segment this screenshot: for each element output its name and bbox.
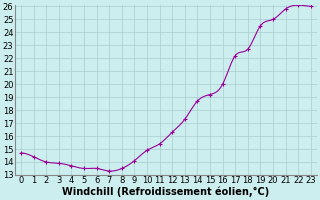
X-axis label: Windchill (Refroidissement éolien,°C): Windchill (Refroidissement éolien,°C): [62, 187, 269, 197]
